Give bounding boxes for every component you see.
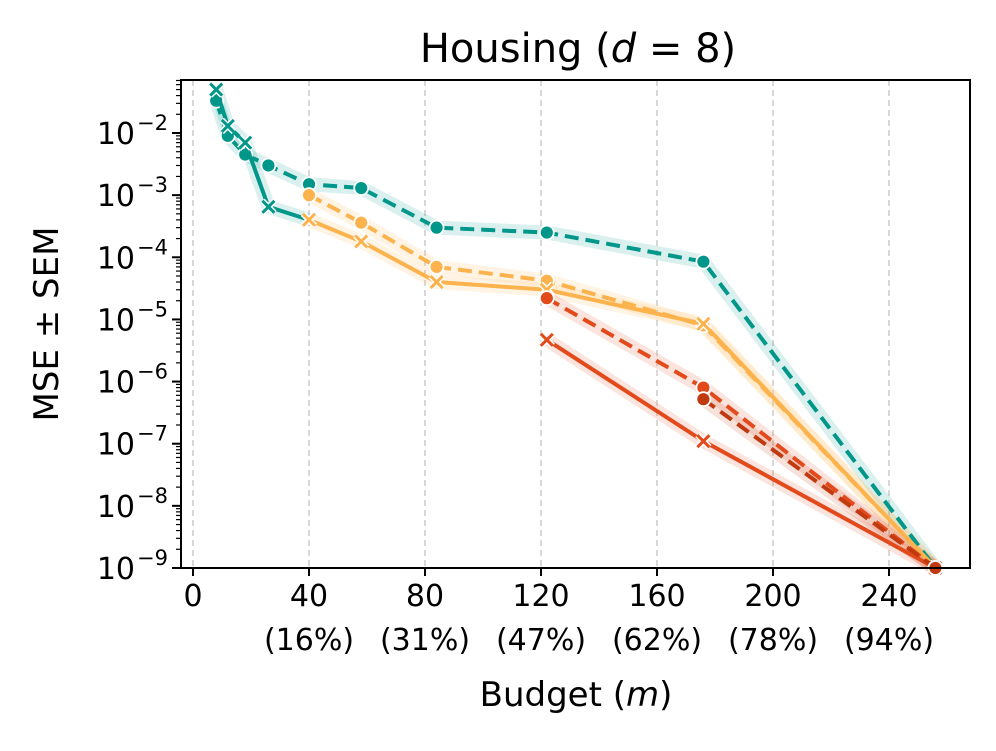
point-teal-dashed xyxy=(538,224,555,241)
y-tick-exponent: −2 xyxy=(137,111,168,135)
x-tick-label: 40 xyxy=(290,579,328,614)
chart-title: Housing (d = 8) xyxy=(420,26,736,72)
sem-band-teal-solid xyxy=(209,87,312,227)
x-tick-label: 120 xyxy=(512,579,569,614)
y-axis-label: MSE ± SEM xyxy=(27,227,67,422)
point-orange-dashed xyxy=(428,259,445,275)
line-orange-dashed xyxy=(308,193,937,570)
y-tick-label: 10 xyxy=(97,241,135,276)
y-tick-exponent: −3 xyxy=(137,173,168,197)
grid-lines xyxy=(192,80,890,568)
y-tick-base: 10 xyxy=(97,552,135,587)
y-tick-base: 10 xyxy=(97,179,135,214)
x-tick-pct-label: (94%) xyxy=(844,623,934,658)
point-orange-solid xyxy=(354,234,369,249)
point-teal-solid xyxy=(261,199,276,214)
y-tick-base: 10 xyxy=(97,117,135,152)
line-darkred-dashed xyxy=(702,397,937,570)
y-tick-base: 10 xyxy=(97,490,135,525)
line-teal-dashed xyxy=(214,100,937,570)
x-tick-pct-label: (16%) xyxy=(264,623,354,658)
x-tick-pct-label: (31%) xyxy=(380,623,470,658)
series-teal-dashed xyxy=(208,92,944,576)
point-teal-solid xyxy=(209,82,224,97)
point-teal-dashed xyxy=(695,253,712,270)
point-darkred-dashed xyxy=(695,391,712,408)
y-tick-exponent: −4 xyxy=(137,235,168,259)
line-orange-solid xyxy=(308,218,937,570)
y-tick-label: 10 xyxy=(97,428,135,463)
y-tick-label: 10 xyxy=(97,303,135,338)
y-tick-exponent: −9 xyxy=(137,546,168,570)
y-tick-exponent: −5 xyxy=(137,297,168,321)
point-red-dashed xyxy=(538,290,555,307)
x-axis-label: Budget (m) xyxy=(480,675,673,715)
y-tick-exponent: −6 xyxy=(137,360,168,384)
y-tick-label: 10 xyxy=(97,117,135,152)
point-orange-solid xyxy=(696,316,711,331)
x-tick-pct-label: (62%) xyxy=(612,623,702,658)
point-orange-solid xyxy=(301,212,317,227)
point-teal-solid xyxy=(238,135,253,150)
plot-frame xyxy=(180,79,971,569)
y-tick-base: 10 xyxy=(97,303,135,338)
x-tick-label: 240 xyxy=(860,579,917,614)
point-red-solid xyxy=(539,332,554,347)
y-tick-label: 10 xyxy=(97,366,135,401)
x-tick-pct-label: (47%) xyxy=(496,623,586,658)
y-tick-base: 10 xyxy=(97,428,135,463)
x-tick-label: 160 xyxy=(628,579,685,614)
point-orange-dashed xyxy=(353,214,370,231)
series-group xyxy=(208,81,944,577)
y-tick-base: 10 xyxy=(97,241,135,276)
y-tick-label: 10 xyxy=(97,490,135,525)
y-axis: 10−210−310−410−510−610−710−810−9 xyxy=(97,79,181,587)
x-tick-pct-label: (78%) xyxy=(728,623,818,658)
point-red-solid xyxy=(696,434,711,449)
point-teal-solid xyxy=(220,118,235,133)
y-tick-exponent: −8 xyxy=(137,484,168,508)
x-tick-label: 0 xyxy=(183,579,202,614)
x-axis: 0 40 (16%) 80 (31%) 120 (47%) 160 (62%) 200 (78%) 2… xyxy=(183,568,934,658)
point-orange-dashed xyxy=(301,187,317,204)
point-teal-dashed xyxy=(353,180,370,196)
y-tick-exponent: −7 xyxy=(137,422,168,446)
point-teal-dashed xyxy=(260,157,277,174)
point-teal-dashed xyxy=(428,219,445,236)
y-tick-label: 10 xyxy=(97,552,135,587)
point-orange-solid xyxy=(429,274,444,290)
y-tick-base: 10 xyxy=(97,366,135,401)
x-tick-label: 80 xyxy=(406,579,444,614)
x-tick-label: 200 xyxy=(744,579,801,614)
y-tick-label: 10 xyxy=(97,179,135,214)
